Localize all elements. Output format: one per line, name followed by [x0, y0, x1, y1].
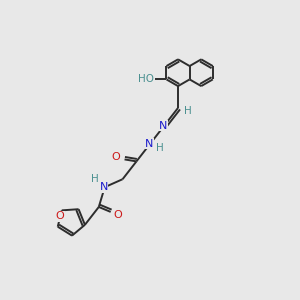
Text: O: O	[56, 211, 64, 221]
Text: H: H	[184, 106, 192, 116]
Text: H: H	[156, 142, 164, 152]
Text: N: N	[145, 139, 154, 148]
Text: H: H	[91, 174, 99, 184]
Text: N: N	[159, 121, 167, 131]
Text: O: O	[113, 210, 122, 220]
Text: O: O	[111, 152, 120, 162]
Text: HO: HO	[138, 74, 154, 84]
Text: N: N	[100, 182, 108, 192]
